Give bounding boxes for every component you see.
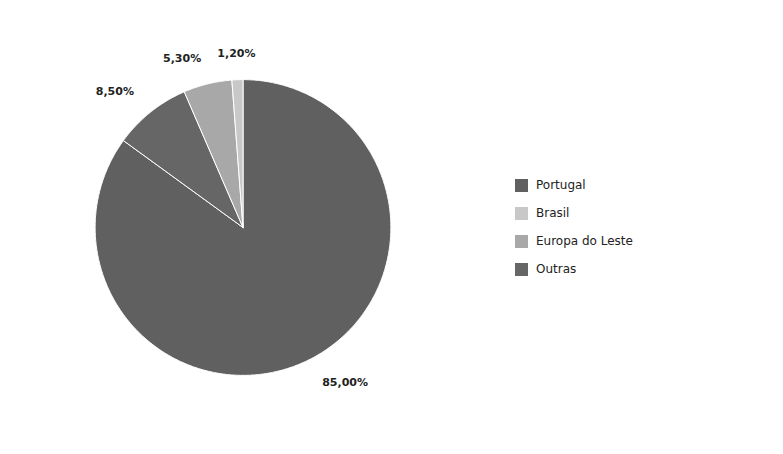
svg-text:85,00%: 85,00% bbox=[322, 376, 368, 389]
svg-text:5,30%: 5,30% bbox=[163, 52, 201, 65]
svg-text:1,20%: 1,20% bbox=[217, 47, 255, 60]
svg-text:8,50%: 8,50% bbox=[96, 85, 134, 98]
html-text:Europa do Leste: Europa do Leste bbox=[536, 234, 633, 248]
html-text:Portugal: Portugal bbox=[536, 178, 586, 192]
html-text:Brasil: Brasil bbox=[536, 206, 570, 220]
html-text:Outras: Outras bbox=[536, 262, 577, 276]
